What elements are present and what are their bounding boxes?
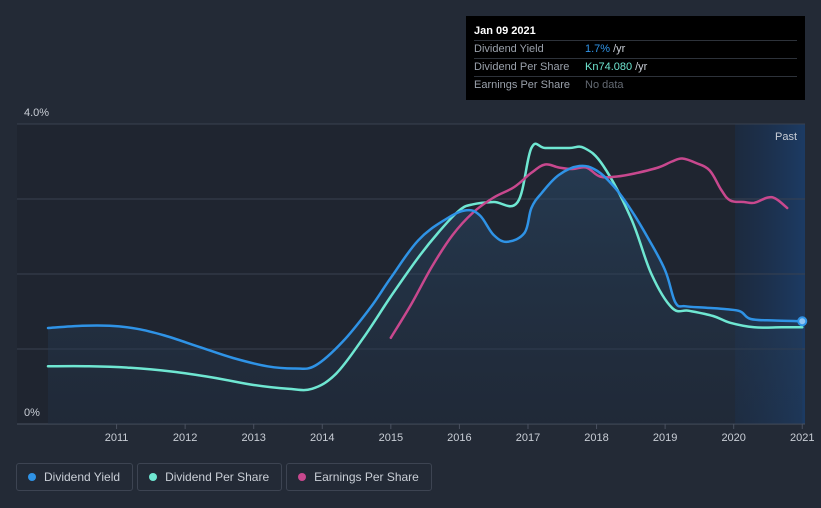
tooltip-label: Dividend Yield	[474, 43, 544, 55]
dividend-yield-line	[46, 164, 804, 371]
legend-dividend-yield[interactable]: Dividend Yield	[16, 463, 134, 491]
x-tick-label: 2018	[584, 432, 608, 444]
x-axis: 2011 2012 2013 2014 2015 2016 2017 2018 2019 2020…	[105, 424, 814, 444]
y-tick-label-bottom: 0%	[24, 407, 40, 419]
tooltip-unit: /yr	[635, 61, 648, 73]
legend-dot-dividend-yield	[28, 473, 36, 481]
tooltip-value: No data	[585, 79, 624, 91]
legend-earnings-per-share[interactable]: Earnings Per Share	[286, 463, 432, 491]
tooltip-label: Dividend Per Share	[474, 61, 570, 73]
tooltip-row-dividend-yield: Dividend Yield 1.7% /yr	[474, 41, 797, 59]
x-tick-label: 2012	[173, 432, 197, 444]
y-tick-label-top: 4.0%	[24, 107, 49, 119]
tooltip-row-dividend-per-share: Dividend Per Share Kn74.080 /yr	[474, 59, 797, 77]
x-tick-label: 2011	[105, 432, 129, 444]
x-tick-label: 2017	[516, 432, 540, 444]
legend-dot-earnings-per-share	[298, 473, 307, 481]
earnings-per-share-line	[389, 157, 789, 340]
legend-dot-dividend-per-share	[149, 473, 158, 481]
tooltip-value: Kn74.080	[585, 61, 633, 73]
tooltip: Jan 09 2021 Dividend Yield 1.7% /yr Divi…	[466, 16, 805, 100]
legend-label: Earnings Per Share	[314, 470, 419, 484]
x-tick-label: 2021	[790, 432, 814, 444]
legend-dividend-per-share[interactable]: Dividend Per Share	[137, 463, 283, 491]
tooltip-unit: /yr	[613, 43, 626, 55]
x-tick-label: 2014	[310, 432, 334, 444]
tooltip-label: Earnings Per Share	[474, 79, 570, 91]
x-tick-label: 2019	[653, 432, 677, 444]
past-label: Past	[775, 131, 797, 143]
tooltip-row-earnings-per-share: Earnings Per Share No data	[474, 77, 797, 94]
x-tick-label: 2020	[721, 432, 745, 444]
tooltip-date: Jan 09 2021	[474, 23, 797, 41]
tooltip-value: 1.7%	[585, 43, 611, 55]
legend: Dividend Yield Dividend Per Share Earnin…	[16, 463, 432, 491]
x-tick-label: 2015	[379, 432, 403, 444]
x-tick-label: 2016	[447, 432, 471, 444]
legend-label: Dividend Per Share	[165, 470, 270, 484]
x-tick-label: 2013	[241, 432, 265, 444]
legend-label: Dividend Yield	[44, 470, 121, 484]
current-value-marker[interactable]	[797, 316, 808, 327]
dividend-per-share-line	[46, 142, 804, 392]
